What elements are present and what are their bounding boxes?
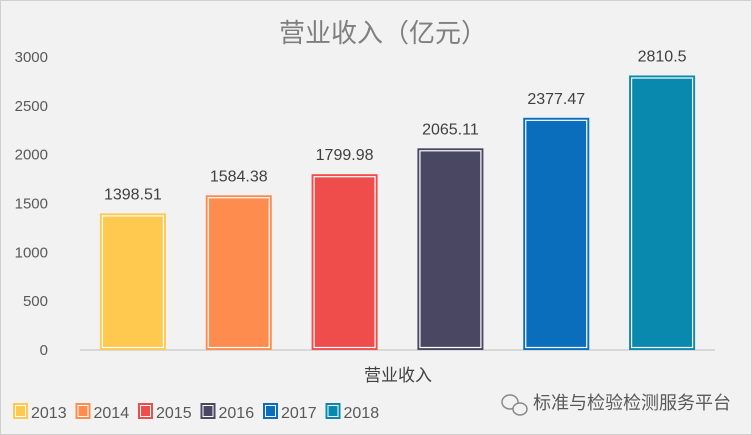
bar-2015 (311, 174, 378, 350)
legend-swatch-border (202, 405, 214, 417)
bar-inner-border (207, 197, 270, 349)
legend-label: 2018 (344, 405, 380, 422)
legend-swatch (138, 403, 153, 419)
bar-inner-border (525, 119, 588, 349)
legend-item-2018: 2018 (325, 403, 380, 422)
wechat-icon (501, 394, 528, 416)
bar-inner-border (313, 176, 376, 349)
legend-label: 2014 (94, 405, 130, 422)
legend-label: 2016 (219, 405, 255, 422)
legend-swatch (13, 403, 28, 419)
bar-2013 (99, 213, 166, 350)
bar-2018 (629, 75, 696, 350)
y-tick-label: 1500 (15, 196, 48, 213)
x-category-label: 营业收入 (364, 366, 432, 385)
y-tick-label: 0 (40, 342, 48, 359)
y-tick-label: 3000 (15, 49, 48, 66)
legend-item-2016: 2016 (200, 403, 255, 422)
watermark-text: 标准与检验检测服务平台 (533, 393, 731, 413)
data-label-2018: 2810.5 (638, 49, 687, 66)
bar-inner-border (630, 77, 694, 349)
legend-swatch (325, 403, 341, 419)
legend-item-2014: 2014 (75, 403, 130, 422)
bar-inner-border (101, 215, 165, 349)
chart-title: 营业收入（亿元） (279, 18, 487, 48)
data-label-2016: 2065.11 (422, 121, 479, 138)
legend-swatch-border (15, 405, 26, 417)
y-tick-label: 2000 (15, 147, 48, 164)
legend-item-2017: 2017 (263, 403, 317, 422)
legend-swatch-border (327, 405, 339, 417)
data-label-2014: 1584.38 (210, 168, 268, 185)
bar-2017 (523, 117, 590, 350)
legend-item-2015: 2015 (138, 403, 192, 422)
legend-swatch (200, 403, 216, 419)
legend-swatch (263, 403, 278, 419)
bar-2014 (205, 195, 272, 350)
legend-item-2013: 2013 (13, 403, 67, 422)
bar-2016 (417, 148, 484, 350)
legend-swatch-border (77, 405, 89, 417)
watermark: 标准与检验检测服务平台 (501, 393, 731, 416)
bars: 1398.51 1584.38 1799.98 2065.11 2377.47 2810.… (99, 49, 696, 350)
legend-label: 2017 (281, 405, 317, 422)
legend-swatch-border (265, 405, 276, 417)
legend-label: 2013 (31, 405, 67, 422)
y-tick-label: 500 (23, 293, 48, 310)
data-label-2015: 1799.98 (316, 147, 374, 164)
legend-swatch (75, 403, 91, 419)
y-tick-label: 1000 (15, 244, 48, 261)
y-tick-label: 2500 (15, 98, 48, 115)
legend-label: 2015 (156, 405, 192, 422)
legend: 2013 2014 2015 2016 2017 2018 (13, 403, 379, 422)
bar-inner-border (419, 150, 482, 349)
legend-swatch-border (140, 405, 151, 417)
y-axis: 0 500 1000 1500 2000 2500 3000 (15, 49, 48, 359)
data-label-2017: 2377.47 (527, 91, 585, 108)
data-label-2013: 1398.51 (104, 186, 162, 203)
